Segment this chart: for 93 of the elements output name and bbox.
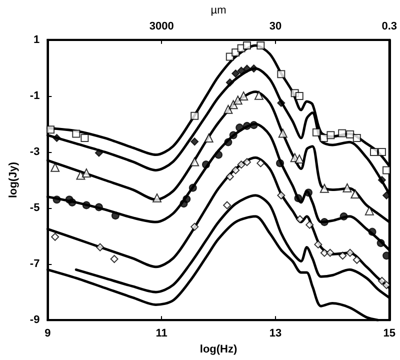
y-tick-label: -3	[30, 146, 40, 158]
y-axis-title: log(Jy)	[8, 162, 20, 198]
point	[242, 64, 251, 73]
point	[326, 248, 334, 257]
point	[294, 154, 304, 164]
point	[72, 130, 80, 138]
point	[82, 168, 91, 178]
point	[242, 42, 251, 50]
point	[214, 150, 223, 159]
point	[256, 42, 265, 50]
point	[382, 166, 391, 174]
point	[295, 92, 304, 100]
point	[242, 122, 251, 130]
point	[188, 184, 197, 192]
point	[50, 162, 60, 172]
point	[278, 128, 288, 138]
point	[233, 96, 242, 105]
point	[232, 70, 240, 78]
point	[228, 100, 238, 110]
x2-axis-title: µm	[210, 4, 226, 16]
point	[237, 66, 246, 75]
x2-tick-label: 30	[269, 20, 282, 32]
point	[277, 191, 286, 200]
point	[80, 134, 89, 142]
point	[250, 64, 258, 72]
y-tick-label: -9	[30, 314, 40, 326]
point	[190, 222, 199, 231]
point	[378, 148, 386, 156]
point	[352, 134, 361, 142]
x-axis-title: log(Hz)	[200, 344, 238, 356]
point	[304, 188, 312, 197]
point	[190, 157, 200, 166]
x-tick-label: 15	[383, 328, 396, 340]
point	[294, 194, 302, 202]
x-tick-label: 11	[156, 328, 168, 340]
point	[76, 170, 86, 180]
point	[338, 129, 346, 138]
point	[182, 195, 191, 204]
point	[202, 160, 210, 169]
point	[277, 70, 286, 78]
point	[326, 131, 335, 140]
point	[229, 131, 238, 140]
point	[224, 104, 233, 114]
point	[382, 281, 391, 290]
point	[232, 166, 240, 174]
y-tick-label: -7	[30, 258, 40, 270]
point	[276, 159, 284, 168]
point	[204, 133, 214, 142]
point	[111, 212, 120, 220]
point	[370, 148, 378, 156]
y-tick-label: -1	[30, 90, 40, 102]
point	[346, 248, 354, 257]
point	[350, 190, 360, 199]
point	[237, 160, 246, 169]
point	[250, 121, 258, 130]
x-tick-label: 13	[269, 328, 282, 340]
point	[96, 243, 104, 252]
point	[236, 124, 244, 132]
point	[376, 239, 385, 248]
point	[378, 176, 386, 184]
y-tick-label: -5	[30, 202, 40, 214]
point	[254, 90, 264, 100]
point	[340, 212, 348, 220]
point	[52, 196, 61, 204]
point	[277, 98, 286, 107]
point	[226, 78, 234, 86]
point	[94, 148, 103, 157]
point	[46, 126, 55, 134]
x-tick-label: 9	[44, 328, 51, 340]
point	[226, 172, 234, 181]
point	[346, 130, 354, 138]
point	[239, 91, 248, 100]
point	[314, 240, 322, 248]
point	[224, 138, 232, 146]
point	[342, 183, 352, 192]
x2-tick-label: 3000	[149, 20, 174, 32]
point	[312, 128, 320, 136]
point	[52, 134, 61, 142]
point	[242, 158, 251, 166]
point	[320, 184, 329, 193]
point	[364, 206, 374, 216]
point	[190, 138, 199, 146]
point	[82, 201, 90, 210]
point	[378, 276, 386, 285]
point	[190, 112, 199, 120]
point	[320, 218, 328, 226]
point	[152, 193, 162, 202]
point	[320, 134, 328, 142]
x2-tick-label: 0.3	[382, 20, 398, 32]
point	[94, 203, 103, 212]
point	[68, 198, 76, 206]
y-tick-label: 1	[34, 34, 40, 46]
point	[368, 228, 376, 236]
